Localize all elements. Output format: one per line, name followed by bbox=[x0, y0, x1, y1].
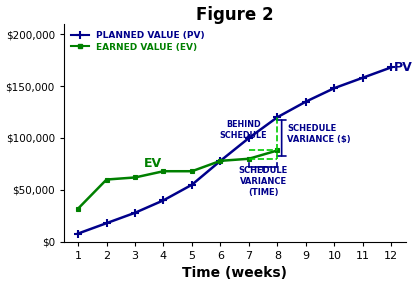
Legend: PLANNED VALUE (PV), EARNED VALUE (EV): PLANNED VALUE (PV), EARNED VALUE (EV) bbox=[68, 28, 208, 55]
Text: EV: EV bbox=[144, 158, 162, 170]
Text: PV: PV bbox=[394, 61, 413, 74]
Text: SCHEDULE
VARIANCE ($): SCHEDULE VARIANCE ($) bbox=[287, 124, 351, 144]
Text: SCHEDULE
VARIANCE
(TIME): SCHEDULE VARIANCE (TIME) bbox=[238, 166, 288, 197]
X-axis label: Time (weeks): Time (weeks) bbox=[182, 267, 287, 281]
Text: BEHIND
SCHEDULE: BEHIND SCHEDULE bbox=[220, 120, 267, 140]
Title: Figure 2: Figure 2 bbox=[196, 5, 274, 23]
